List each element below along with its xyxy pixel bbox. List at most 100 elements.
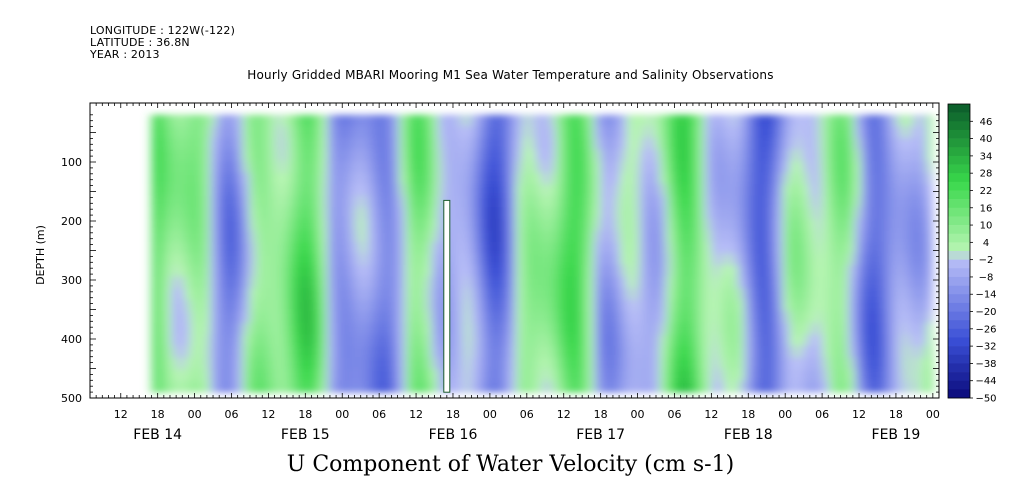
- field-cell: [353, 161, 361, 174]
- field-cell: [796, 218, 804, 231]
- field-cell: [744, 161, 752, 174]
- field-cell: [522, 184, 530, 197]
- field-cell: [307, 218, 315, 231]
- field-cell: [555, 195, 563, 208]
- field-cell: [424, 345, 433, 359]
- field-cell: [392, 368, 400, 382]
- field-cell: [744, 357, 752, 370]
- field-cell: [835, 334, 843, 347]
- x-tick-label: 12: [409, 408, 423, 421]
- field-cell: [737, 322, 745, 335]
- field-cell: [561, 230, 569, 243]
- field-cell: [229, 299, 237, 312]
- field-cell: [529, 322, 537, 335]
- field-cell: [307, 322, 315, 335]
- field-cell: [294, 299, 302, 312]
- field-cell: [411, 137, 420, 151]
- field-cell: [600, 126, 608, 139]
- field-cell: [353, 357, 361, 370]
- field-cell: [236, 368, 244, 382]
- field-cell: [236, 241, 244, 255]
- field-cell: [444, 126, 452, 139]
- field-cell: [822, 126, 830, 139]
- field-cell: [158, 322, 166, 335]
- field-cell: [815, 276, 823, 289]
- field-cell: [887, 172, 895, 185]
- field-cell: [802, 276, 810, 289]
- field-cell: [158, 380, 166, 393]
- field-cell: [587, 241, 595, 255]
- field-cell: [548, 345, 556, 359]
- field-cell: [626, 380, 634, 393]
- field-cell: [704, 195, 713, 208]
- field-cell: [275, 241, 283, 255]
- field-cell: [366, 114, 374, 127]
- field-cell: [542, 288, 550, 301]
- field-cell: [288, 230, 296, 243]
- field-cell: [314, 380, 322, 393]
- field-cell: [757, 195, 765, 208]
- field-cell: [223, 161, 231, 174]
- field-cell: [704, 380, 713, 393]
- field-cell: [457, 114, 465, 127]
- field-cell: [190, 276, 198, 289]
- field-cell: [444, 184, 452, 197]
- field-cell: [262, 265, 270, 278]
- field-cell: [789, 137, 797, 151]
- field-cell: [698, 114, 706, 127]
- field-cell: [919, 114, 927, 127]
- field-cell: [359, 241, 367, 255]
- field-cell: [750, 288, 758, 301]
- field-cell: [372, 241, 381, 255]
- colorbar-swatch: [948, 112, 970, 122]
- field-cell: [398, 334, 407, 347]
- field-cell: [848, 195, 856, 208]
- field-cell: [542, 345, 550, 359]
- field-cell: [503, 380, 511, 393]
- field-cell: [750, 218, 758, 231]
- field-cell: [542, 322, 550, 335]
- field-cell: [867, 161, 875, 174]
- field-cell: [249, 126, 257, 139]
- field-cell: [919, 368, 927, 382]
- field-cell: [327, 149, 335, 162]
- field-cell: [652, 265, 660, 278]
- field-cell: [307, 299, 315, 312]
- field-cell: [223, 114, 231, 127]
- field-cell: [561, 380, 569, 393]
- field-cell: [379, 345, 387, 359]
- field-cell: [229, 241, 237, 255]
- field-cell: [288, 161, 296, 174]
- field-cell: [646, 241, 654, 255]
- field-cell: [294, 126, 302, 139]
- field-cell: [568, 368, 576, 382]
- field-cell: [398, 299, 407, 312]
- field-cell: [685, 380, 693, 393]
- field-cell: [639, 368, 647, 382]
- field-cell: [783, 288, 791, 301]
- field-cell: [242, 241, 250, 255]
- field-cell: [822, 368, 830, 382]
- field-cell: [503, 265, 511, 278]
- field-cell: [731, 322, 739, 335]
- field-cell: [724, 161, 732, 174]
- field-cell: [848, 172, 856, 185]
- field-cell: [659, 137, 667, 151]
- field-cell: [607, 230, 615, 243]
- field-cell: [314, 253, 322, 266]
- field-cell: [861, 218, 869, 231]
- field-cell: [691, 265, 700, 278]
- field-cell: [522, 161, 530, 174]
- field-cell: [275, 172, 283, 185]
- field-cell: [203, 357, 211, 370]
- field-cell: [203, 184, 211, 197]
- field-cell: [346, 137, 354, 151]
- field-cell: [210, 195, 218, 208]
- field-cell: [255, 241, 263, 255]
- field-cell: [861, 265, 869, 278]
- field-cell: [646, 357, 654, 370]
- field-cell: [835, 265, 843, 278]
- field-cell: [770, 276, 778, 289]
- field-cell: [698, 241, 706, 255]
- field-cell: [535, 288, 543, 301]
